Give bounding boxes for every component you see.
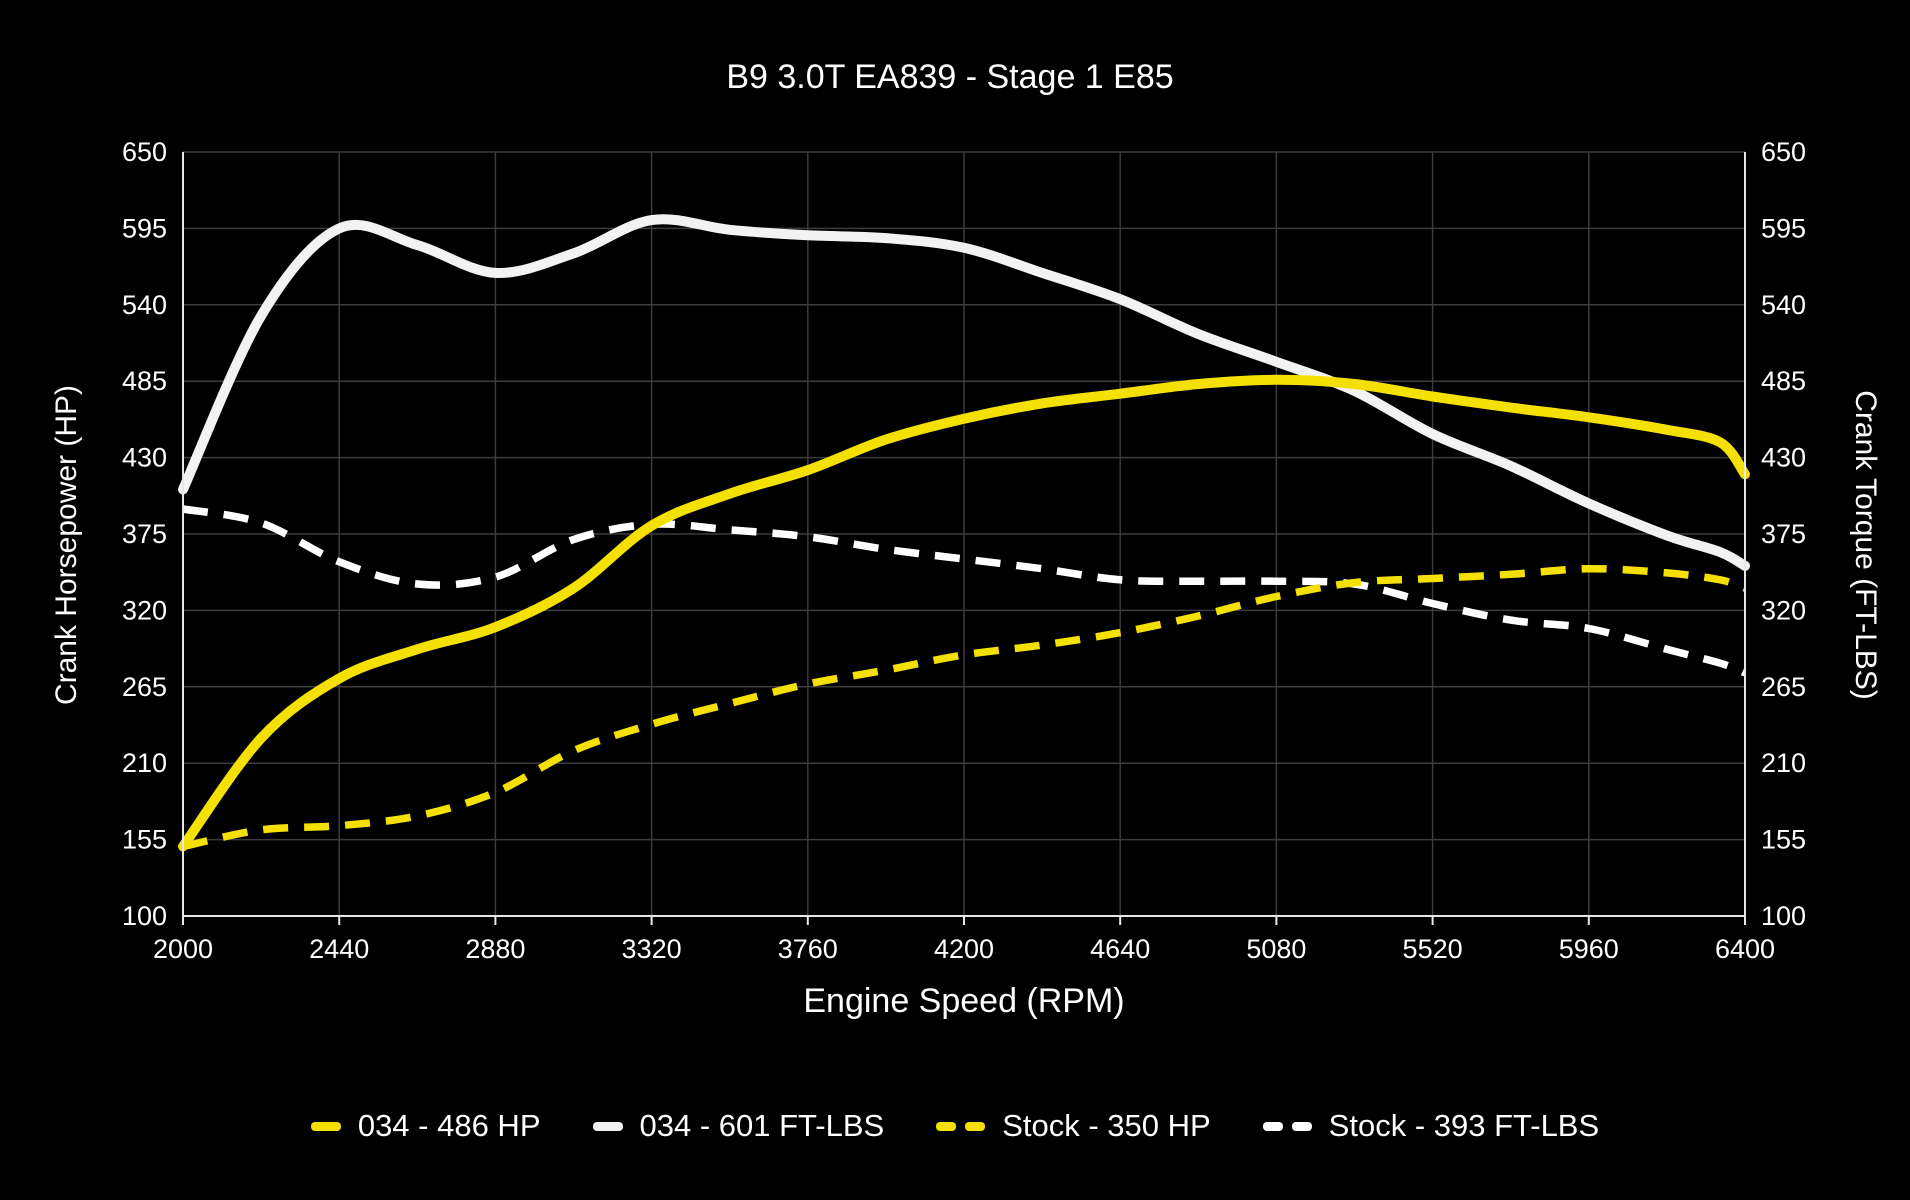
x-tick-label: 2000	[153, 934, 213, 964]
y-tick-label-left: 540	[122, 290, 167, 320]
y-tick-label-right: 210	[1761, 748, 1806, 778]
y-tick-label-left: 595	[122, 213, 167, 243]
legend-item-034-torque: 034 - 601 FT-LBS	[592, 1108, 885, 1144]
legend-swatch-stock-torque	[1262, 1121, 1312, 1131]
x-tick-label: 4640	[1090, 934, 1150, 964]
tick-labels: 2000 2440 2880 3320 3760 4200 4640 5080 5520 5960…	[122, 137, 1806, 964]
legend: 034 - 486 HP 034 - 601 FT-LBS Stock - 35…	[0, 1096, 1910, 1156]
y-tick-label-right: 540	[1761, 290, 1806, 320]
y-tick-label-left: 485	[122, 366, 167, 396]
y-tick-label-left: 375	[122, 519, 167, 549]
y-tick-label-left: 210	[122, 748, 167, 778]
y-tick-label-right: 100	[1761, 901, 1806, 931]
y-tick-label-right: 155	[1761, 825, 1806, 855]
y-tick-label-right: 595	[1761, 213, 1806, 243]
chart-title: B9 3.0T EA839 - Stage 1 E85	[726, 58, 1173, 96]
curve-034-601-ft-lbs	[178, 214, 1750, 571]
legend-item-034-hp: 034 - 486 HP	[310, 1108, 541, 1144]
y-tick-label-left: 155	[122, 825, 167, 855]
legend-swatch-dash	[936, 1121, 957, 1131]
y-tick-label-left: 430	[122, 443, 167, 473]
legend-swatch-034-hp	[310, 1121, 341, 1131]
y-axis-right-title: Crank Torque (FT-LBS)	[1849, 390, 1882, 700]
legend-swatch-dash	[592, 1121, 623, 1131]
x-tick-label: 2880	[465, 934, 525, 964]
legend-swatch-034-torque	[592, 1121, 623, 1131]
x-tick-label: 5520	[1403, 934, 1463, 964]
legend-swatch-dash	[965, 1121, 986, 1131]
x-tick-label: 6400	[1715, 934, 1775, 964]
gridlines	[182, 151, 1746, 917]
legend-item-stock-hp: Stock - 350 HP	[936, 1108, 1211, 1144]
axis-frame	[182, 152, 1746, 925]
curves	[178, 214, 1750, 852]
y-tick-label-right: 430	[1761, 443, 1806, 473]
y-axis-left-title: Crank Horsepower (HP)	[50, 385, 83, 705]
legend-swatch-stock-hp	[936, 1121, 986, 1131]
legend-swatch-dash	[1291, 1121, 1312, 1131]
y-tick-label-right: 375	[1761, 519, 1806, 549]
y-tick-label-left: 100	[122, 901, 167, 931]
y-tick-label-right: 265	[1761, 672, 1806, 702]
curve-stock-350-hp	[182, 564, 1747, 851]
legend-swatch-dash	[310, 1121, 341, 1131]
y-tick-label-left: 650	[122, 137, 167, 167]
y-tick-label-right: 485	[1761, 366, 1806, 396]
x-tick-label: 4200	[934, 934, 994, 964]
x-tick-label: 5080	[1246, 934, 1306, 964]
y-tick-label-left: 320	[122, 595, 167, 625]
legend-label: Stock - 350 HP	[1002, 1108, 1211, 1143]
legend-item-stock-torque: Stock - 393 FT-LBS	[1262, 1108, 1600, 1144]
legend-label: 034 - 486 HP	[357, 1108, 541, 1143]
x-axis-title: Engine Speed (RPM)	[803, 982, 1124, 1020]
x-tick-label: 5960	[1559, 934, 1619, 964]
x-tick-label: 3320	[622, 934, 682, 964]
legend-label: Stock - 393 FT-LBS	[1328, 1108, 1600, 1143]
x-tick-label: 3760	[778, 934, 838, 964]
x-tick-label: 2440	[309, 934, 369, 964]
y-tick-label-right: 650	[1761, 137, 1806, 167]
legend-label: 034 - 601 FT-LBS	[639, 1108, 885, 1143]
curve-stock-393-ft-lbs	[182, 505, 1747, 677]
curve-034-486-hp	[178, 374, 1750, 852]
y-tick-label-right: 320	[1761, 595, 1806, 625]
y-tick-label-left: 265	[122, 672, 167, 702]
legend-swatch-dash	[1262, 1121, 1283, 1131]
